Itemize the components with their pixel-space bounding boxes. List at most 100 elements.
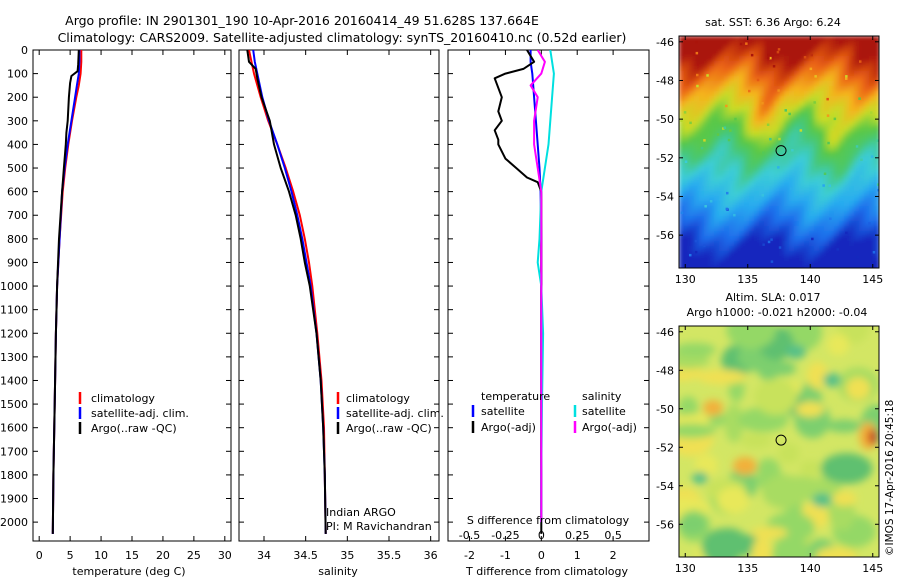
sst-cell (774, 231, 780, 237)
sst-cell (839, 146, 845, 152)
sst-cell (799, 71, 805, 77)
sst-cell (769, 141, 775, 147)
sst-cell (774, 61, 780, 67)
sst-cell (814, 91, 820, 97)
sst-cell (774, 241, 780, 247)
sst-speckle-pixel (827, 141, 830, 145)
sst-cell (814, 251, 820, 257)
sst-speckle-pixel (769, 137, 772, 141)
sst-cell (739, 186, 745, 192)
sst-cell (734, 101, 740, 107)
sst-cell (839, 86, 845, 92)
sst-cell (789, 151, 795, 157)
sst-cell (849, 256, 855, 262)
sst-cell (849, 116, 855, 122)
sst-cell (789, 116, 795, 122)
sst-cell (774, 131, 780, 137)
sst-cell (854, 56, 860, 62)
sst-cell (834, 141, 840, 147)
sst-cell (799, 106, 805, 112)
sst-cell (784, 71, 790, 77)
sst-cell (744, 226, 750, 232)
sla-eddy (826, 419, 862, 433)
sst-cell (829, 206, 835, 212)
sst-cell (719, 46, 725, 52)
sst-cell (819, 211, 825, 217)
sst-cell (729, 246, 735, 252)
sst-cell (729, 241, 735, 247)
sst-cell (684, 261, 690, 267)
map-y-tick-label: -50 (656, 403, 674, 416)
sst-cell (849, 66, 855, 72)
sst-cell (729, 131, 735, 137)
sst-cell (849, 166, 855, 172)
sst-cell (839, 151, 845, 157)
sst-cell (714, 261, 720, 267)
sst-cell (704, 126, 710, 132)
sst-cell (784, 221, 790, 227)
sst-cell (694, 186, 700, 192)
sst-cell (699, 136, 705, 142)
sst-argo-location-marker (775, 145, 787, 157)
sst-cell (869, 56, 875, 62)
sst-cell (734, 111, 740, 117)
sst-cell (864, 246, 870, 252)
s-diff-tick-label: -0.5 (459, 529, 480, 542)
sst-cell (854, 221, 860, 227)
sst-cell (809, 141, 815, 147)
sst-cell (694, 76, 700, 82)
sst-cell (774, 186, 780, 192)
sst-cell (749, 161, 755, 167)
sst-cell (759, 76, 765, 82)
sst-cell (844, 111, 850, 117)
sst-cell (784, 176, 790, 182)
sst-cell (844, 141, 850, 147)
sst-cell (849, 266, 855, 268)
sst-cell (769, 241, 775, 247)
sst-cell (874, 251, 879, 257)
sst-cell (734, 221, 740, 227)
sst-cell (719, 86, 725, 92)
sst-cell (709, 41, 715, 47)
sst-cell (694, 231, 700, 237)
sst-cell (819, 186, 825, 192)
sst-cell (819, 66, 825, 72)
sst-cell (784, 166, 790, 172)
sst-cell (839, 161, 845, 167)
sst-cell (869, 156, 875, 162)
sst-cell (734, 191, 740, 197)
sst-cell (759, 111, 765, 117)
sst-cell (739, 256, 745, 262)
sst-cell (779, 91, 785, 97)
map-x-tick-label: 135 (737, 273, 758, 286)
sst-cell (684, 186, 690, 192)
sst-cell (769, 246, 775, 252)
sst-speckle-pixel (776, 50, 780, 54)
sst-cell (824, 226, 830, 232)
sst-cell (719, 56, 725, 62)
sst-cell (729, 146, 735, 152)
sst-cell (769, 251, 775, 257)
sst-cell (719, 121, 725, 127)
sst-cell (844, 171, 850, 177)
sst-cell (869, 76, 875, 82)
sst-cell (824, 171, 830, 177)
sst-cell (749, 121, 755, 127)
sst-cell (869, 96, 875, 102)
sst-cell (704, 61, 710, 67)
sst-cell (699, 236, 705, 242)
sst-cell (719, 61, 725, 67)
sst-cell (814, 226, 820, 232)
sst-cell (764, 76, 770, 82)
sst-cell (799, 266, 805, 268)
sst-cell (854, 231, 860, 237)
sst-cell (744, 61, 750, 67)
sst-cell (679, 206, 685, 212)
sst-cell (699, 36, 705, 42)
sst-cell (789, 266, 795, 268)
sst-cell (799, 186, 805, 192)
sst-cell (839, 206, 845, 212)
difference-legend-salinity-argo: Argo(-adj) (582, 421, 637, 434)
sst-cell (829, 101, 835, 107)
sst-cell (834, 206, 840, 212)
